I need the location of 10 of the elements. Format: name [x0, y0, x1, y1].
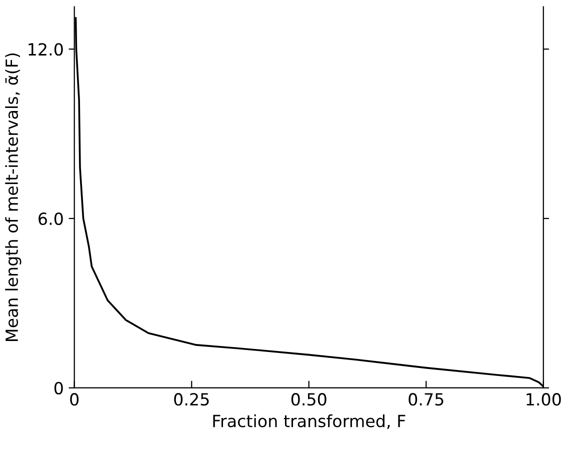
x-tick-label: 0.75	[408, 393, 444, 406]
y-tick-label: 12.0	[28, 43, 63, 56]
y-tick-label: 6.0	[38, 212, 63, 226]
x-tick-label: 1.00	[526, 393, 561, 406]
y-axis-title: Mean length of melt-intervals, ᾱ(F)	[5, 53, 22, 341]
x-tick-label: 0.50	[291, 393, 326, 406]
x-tick-label: 0.25	[174, 393, 209, 406]
x-axis-title: Fraction transformed, F	[213, 414, 406, 430]
x-tick-label: 0	[70, 393, 79, 406]
y-tick-label: 0	[54, 382, 63, 394]
